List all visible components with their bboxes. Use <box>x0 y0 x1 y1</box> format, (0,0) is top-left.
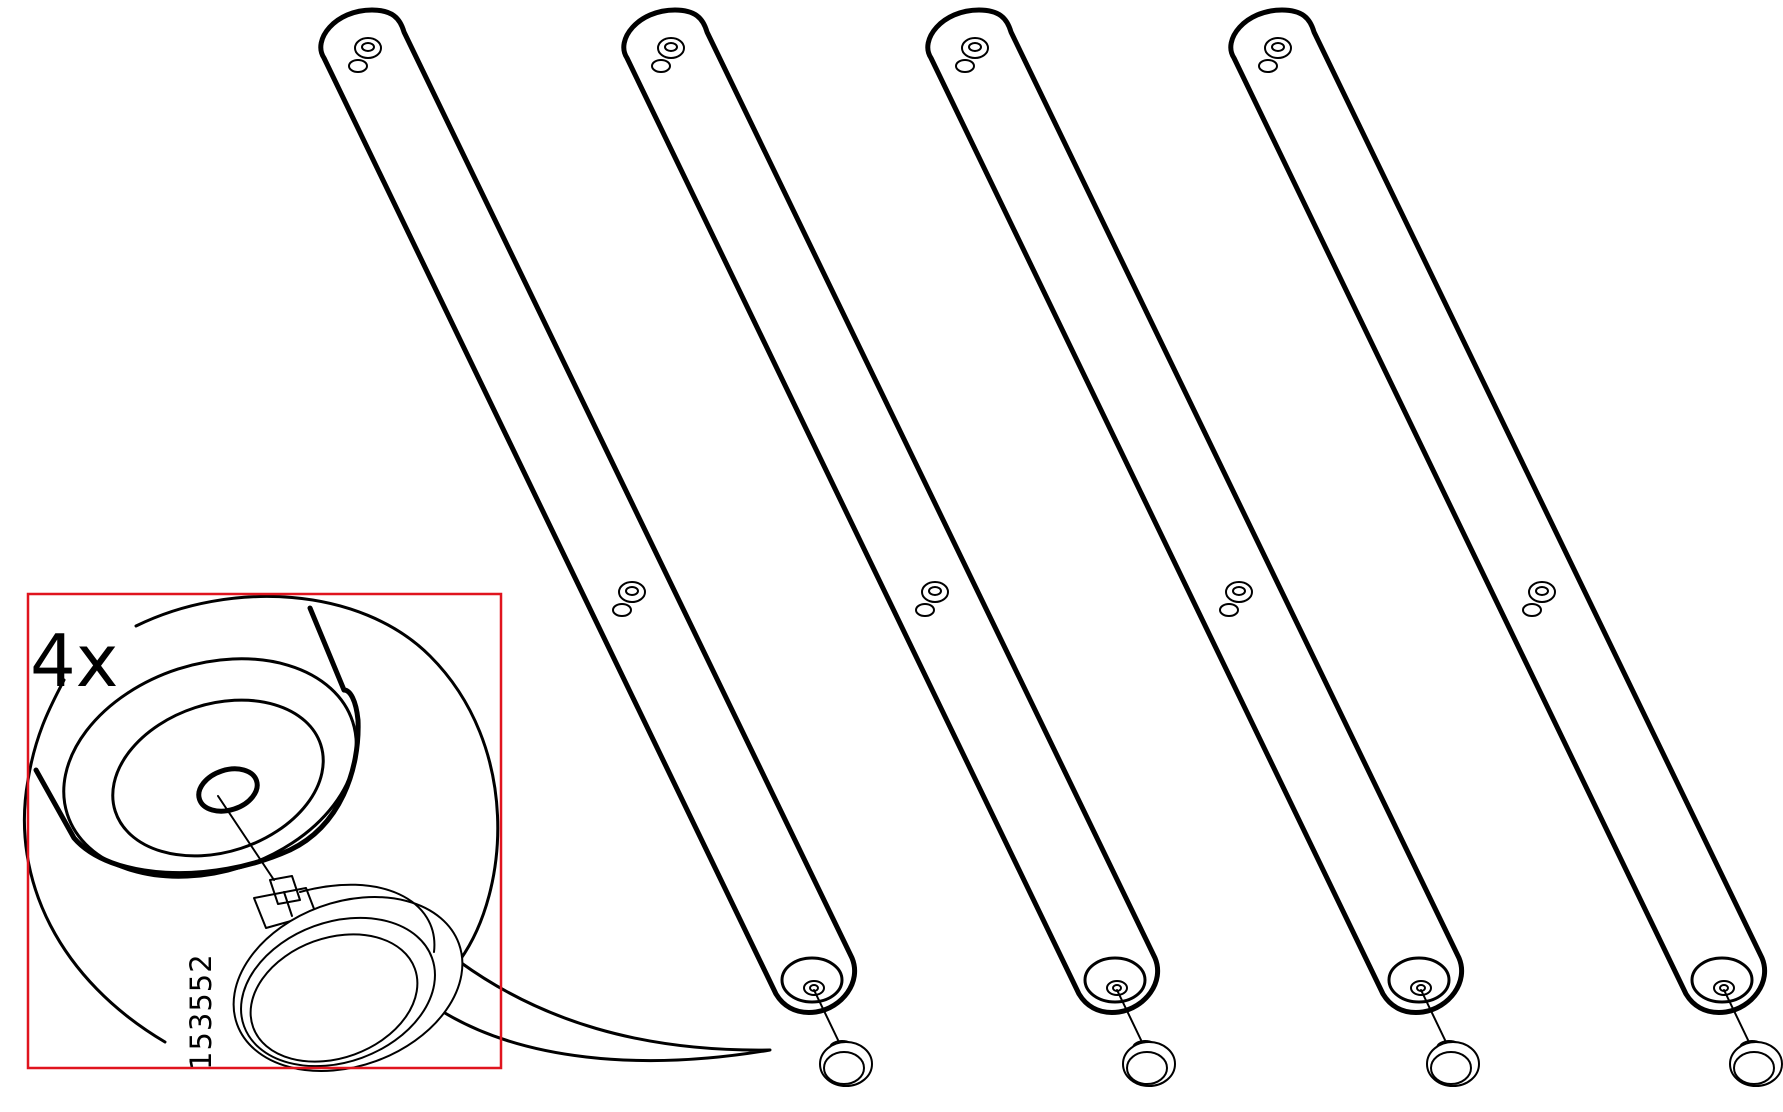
callout-frame <box>26 592 503 1070</box>
detail-callout: 4x 153552 <box>23 592 772 1072</box>
table-leg-4 <box>1231 10 1782 1086</box>
table-leg-2 <box>624 10 1175 1086</box>
table-leg-3 <box>928 10 1479 1086</box>
part-number-label: 153552 <box>184 953 218 1070</box>
quantity-label: 4x <box>30 619 118 703</box>
